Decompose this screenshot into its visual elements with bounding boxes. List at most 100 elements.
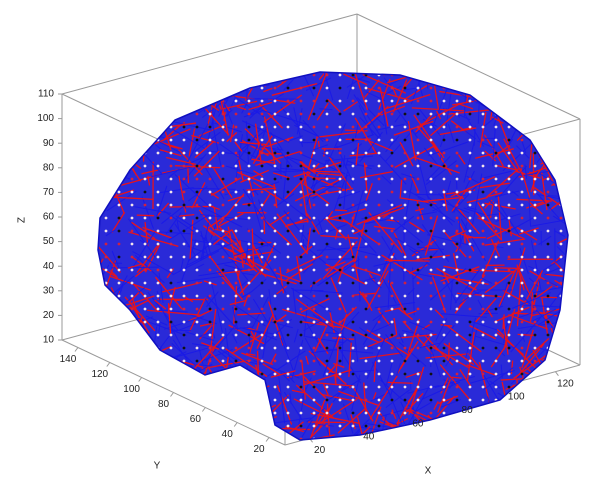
network-node xyxy=(507,359,511,363)
network-edge xyxy=(294,177,344,202)
network-edge xyxy=(170,356,178,389)
network-edge xyxy=(292,289,324,292)
network-edge xyxy=(432,204,445,212)
network-node xyxy=(286,346,290,350)
network-node xyxy=(208,190,212,194)
network-node xyxy=(130,151,134,155)
network-node xyxy=(559,73,563,77)
network-node xyxy=(247,320,251,324)
network-edge xyxy=(111,211,126,234)
network-edge xyxy=(98,301,119,307)
network-node xyxy=(299,255,303,259)
network-edge xyxy=(273,183,278,209)
network-node xyxy=(442,437,446,440)
network-edge xyxy=(399,340,419,370)
network-node xyxy=(455,372,459,376)
network-node xyxy=(429,112,433,116)
x-tick-label: 20 xyxy=(314,445,326,456)
network-node xyxy=(377,294,381,298)
network-edge xyxy=(189,376,202,383)
network-edge xyxy=(540,435,567,440)
network-edge xyxy=(275,314,287,323)
network-node xyxy=(573,347,576,350)
network-node xyxy=(403,385,407,389)
network-edge xyxy=(502,316,509,355)
network-node xyxy=(156,73,160,77)
network-node xyxy=(468,112,472,116)
network-edge xyxy=(301,419,313,438)
network-edge xyxy=(422,324,431,330)
network-edge xyxy=(448,230,466,239)
network-node xyxy=(234,255,238,259)
network-edge xyxy=(407,385,440,394)
network-edge xyxy=(436,431,451,440)
network-edge xyxy=(503,84,545,89)
network-node xyxy=(546,86,550,90)
network-edge xyxy=(365,183,373,201)
network-node xyxy=(520,242,524,246)
network-edge xyxy=(98,135,103,142)
network-edge xyxy=(562,72,565,73)
network-edge xyxy=(312,408,329,431)
network-node xyxy=(494,177,498,181)
network-edge xyxy=(210,256,235,290)
network-edge xyxy=(210,414,221,440)
network-edge xyxy=(426,156,451,182)
network-edge xyxy=(187,242,232,266)
network-edge xyxy=(280,337,295,374)
network-node xyxy=(169,346,173,350)
network-edge xyxy=(133,424,150,430)
network-node xyxy=(143,307,147,311)
network-node xyxy=(377,99,381,103)
network-node xyxy=(143,112,147,116)
network-node xyxy=(299,138,303,142)
network-edge xyxy=(538,235,552,246)
network-edge xyxy=(409,321,434,333)
network-edge xyxy=(322,394,354,402)
network-node xyxy=(286,372,290,376)
network-node xyxy=(104,216,108,220)
network-node xyxy=(130,203,134,207)
network-node xyxy=(546,216,550,220)
network-edge xyxy=(475,335,517,349)
network-edge xyxy=(67,383,97,392)
network-edge xyxy=(312,144,328,151)
network-edge xyxy=(219,212,244,227)
network-node xyxy=(455,177,459,181)
network-node xyxy=(455,242,459,246)
network-node xyxy=(169,333,173,337)
network-node xyxy=(104,346,108,350)
network-node xyxy=(403,268,407,272)
network-node xyxy=(559,437,563,440)
network-node xyxy=(364,372,368,376)
network-edge xyxy=(317,172,342,177)
network-node xyxy=(559,333,563,337)
network-node xyxy=(273,242,277,246)
network-node xyxy=(221,177,225,181)
network-node xyxy=(234,359,238,363)
network-edge xyxy=(562,254,568,288)
network-node xyxy=(195,294,199,298)
network-edge xyxy=(364,277,377,281)
network-node xyxy=(364,424,368,428)
network-node xyxy=(533,333,537,337)
network-node xyxy=(546,398,550,402)
network-edge xyxy=(115,399,129,440)
network-node xyxy=(156,281,160,285)
network-node xyxy=(507,294,511,298)
network-node xyxy=(468,177,472,181)
network-node xyxy=(130,138,134,142)
network-edge xyxy=(276,384,293,425)
network-node xyxy=(559,151,563,155)
network-edge xyxy=(108,409,153,412)
network-node xyxy=(468,242,472,246)
network-node xyxy=(143,86,147,90)
network-edge xyxy=(146,309,200,316)
network-node xyxy=(234,411,238,415)
network-node xyxy=(325,346,329,350)
network-edge xyxy=(231,229,253,269)
network-node xyxy=(573,191,576,194)
network-node xyxy=(573,412,576,415)
network-node xyxy=(221,424,225,428)
network-node xyxy=(143,281,147,285)
